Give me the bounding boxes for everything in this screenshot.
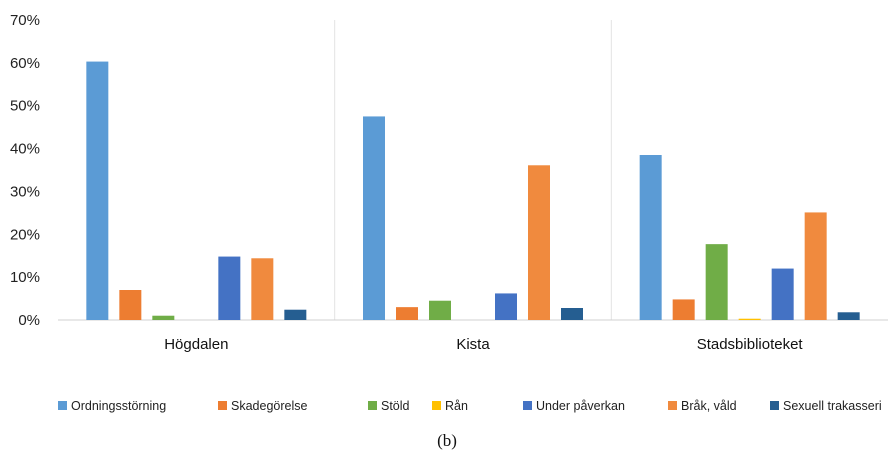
legend-label: Stöld bbox=[381, 399, 410, 413]
bars bbox=[86, 61, 860, 320]
legend-label: Sexuell trakasseri bbox=[783, 399, 882, 413]
x-axis: Högdalen Kista Stadsbiblioteket bbox=[164, 336, 803, 353]
bar-chart: 0% 10% 20% 30% 40% 50% 60% 70% Högdalen Kista Sta… bbox=[10, 12, 888, 413]
legend-swatch bbox=[770, 401, 779, 410]
legend-label: Rån bbox=[445, 399, 468, 413]
legend: Ordningsstörning Skadegörelse Stöld Rån Unde… bbox=[58, 399, 882, 413]
bar bbox=[672, 299, 695, 320]
y-tick-label: 50% bbox=[10, 98, 40, 115]
y-tick-label: 30% bbox=[10, 183, 40, 200]
legend-label: Skadegörelse bbox=[231, 399, 307, 413]
bar bbox=[284, 309, 307, 320]
category-label: Kista bbox=[456, 336, 490, 353]
bar bbox=[119, 290, 142, 320]
legend-swatch bbox=[523, 401, 532, 410]
legend-label: Bråk, våld bbox=[681, 399, 737, 413]
legend-swatch bbox=[58, 401, 67, 410]
bar bbox=[528, 165, 550, 320]
bar bbox=[429, 300, 451, 320]
y-tick-label: 60% bbox=[10, 55, 40, 72]
bar bbox=[218, 256, 241, 320]
category-label: Stadsbiblioteket bbox=[697, 336, 804, 353]
y-axis: 0% 10% 20% 30% 40% 50% 60% 70% bbox=[10, 12, 40, 329]
bar bbox=[152, 315, 175, 320]
y-tick-label: 40% bbox=[10, 141, 40, 158]
y-tick-label: 0% bbox=[18, 312, 40, 329]
y-tick-label: 10% bbox=[10, 269, 40, 286]
category-separators bbox=[334, 20, 612, 320]
bar bbox=[363, 116, 385, 320]
bar bbox=[396, 307, 418, 320]
bar bbox=[771, 268, 794, 320]
bar bbox=[251, 258, 274, 320]
bar bbox=[639, 155, 662, 320]
y-tick-label: 20% bbox=[10, 226, 40, 243]
legend-label: Under påverkan bbox=[536, 399, 625, 413]
legend-swatch bbox=[368, 401, 377, 410]
bar bbox=[495, 293, 517, 320]
legend-swatch bbox=[218, 401, 227, 410]
y-tick-label: 70% bbox=[10, 12, 40, 29]
legend-swatch bbox=[668, 401, 677, 410]
legend-swatch bbox=[432, 401, 441, 410]
bar bbox=[86, 61, 109, 320]
bar bbox=[561, 308, 583, 320]
bar bbox=[705, 244, 728, 320]
bar bbox=[804, 212, 827, 320]
legend-label: Ordningsstörning bbox=[71, 399, 166, 413]
bar bbox=[837, 312, 860, 320]
category-label: Högdalen bbox=[164, 336, 228, 353]
bar bbox=[738, 318, 761, 320]
figure-caption: (b) bbox=[437, 431, 457, 450]
